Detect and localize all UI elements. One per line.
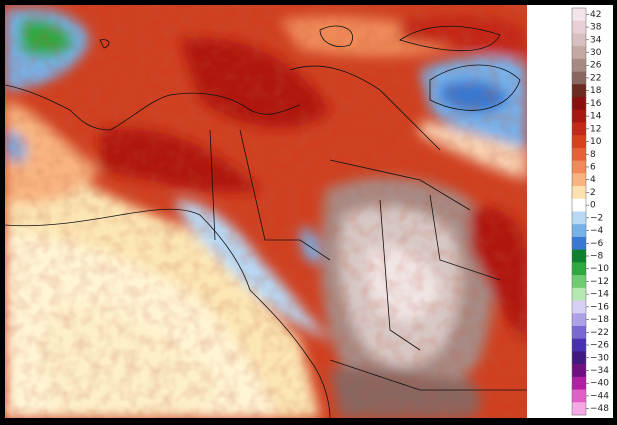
colorbar-label: −40 bbox=[590, 379, 609, 389]
colorbar-label: 38 bbox=[590, 23, 602, 33]
colorbar-swatch bbox=[572, 224, 586, 238]
colorbar-swatch bbox=[572, 8, 586, 22]
colorbar-swatch bbox=[572, 33, 586, 47]
colorbar-swatch bbox=[572, 173, 586, 187]
colorbar-label: −22 bbox=[590, 328, 609, 338]
colorbar-label: 12 bbox=[590, 124, 601, 134]
colorbar-swatch bbox=[572, 20, 586, 34]
colorbar-label: 42 bbox=[590, 10, 601, 20]
colorbar-swatch bbox=[572, 198, 586, 212]
colorbar-label: −34 bbox=[590, 366, 609, 376]
colorbar-label: 0 bbox=[590, 201, 596, 211]
colorbar-label: −8 bbox=[590, 252, 604, 262]
colorbar-swatch bbox=[572, 249, 586, 263]
colorbar-label: −26 bbox=[590, 341, 609, 351]
colorbar-label: −16 bbox=[590, 302, 609, 312]
colorbar-swatch bbox=[572, 364, 586, 378]
colorbar-label: 8 bbox=[590, 150, 596, 160]
colorbar-label: 30 bbox=[590, 48, 602, 58]
colorbar-swatch bbox=[572, 376, 586, 390]
map bbox=[5, 5, 527, 418]
colorbar-label: 6 bbox=[590, 162, 596, 172]
colorbar-swatch bbox=[572, 236, 586, 250]
colorbar-outline bbox=[571, 7, 587, 416]
colorbar-swatch bbox=[572, 262, 586, 276]
colorbar-swatch bbox=[572, 389, 586, 403]
colorbar-label: −14 bbox=[590, 290, 609, 300]
colorbar-swatch bbox=[572, 58, 586, 72]
colorbar-swatch bbox=[572, 300, 586, 314]
colorbar-label: 2 bbox=[590, 188, 596, 198]
colorbar-swatch bbox=[572, 135, 586, 149]
colorbar-swatch bbox=[572, 71, 586, 85]
colorbar-swatch bbox=[572, 46, 586, 60]
colorbar-label: −12 bbox=[590, 277, 609, 287]
colorbar-label: 18 bbox=[590, 86, 602, 96]
colorbar-swatch bbox=[572, 160, 586, 174]
colorbar-swatch bbox=[572, 313, 586, 327]
colorbar-label: 16 bbox=[590, 99, 602, 109]
colorbar-label: −4 bbox=[590, 226, 604, 236]
colorbar-label: −44 bbox=[590, 391, 609, 401]
colorbar-swatch bbox=[572, 186, 586, 200]
colorbar-swatch bbox=[572, 402, 586, 416]
coastlines bbox=[5, 25, 527, 418]
colorbar-swatch bbox=[572, 147, 586, 161]
colorbar-swatch bbox=[572, 122, 586, 136]
legend-panel bbox=[527, 5, 613, 418]
colorbar-swatch bbox=[572, 275, 586, 289]
colorbar-label: 22 bbox=[590, 73, 601, 83]
colorbar-label: −30 bbox=[590, 353, 609, 363]
colorbar-label: −18 bbox=[590, 315, 609, 325]
colorbar-label: 10 bbox=[590, 137, 602, 147]
colorbar-swatch bbox=[572, 109, 586, 123]
colorbar-label: 4 bbox=[590, 175, 596, 185]
colorbar-label: 34 bbox=[590, 35, 602, 45]
colorbar: 423834302622181614121086420−2−4−6−8−10−1… bbox=[571, 7, 609, 416]
colorbar-label: −6 bbox=[590, 239, 604, 249]
colorbar-swatch bbox=[572, 211, 586, 225]
colorbar-swatch bbox=[572, 287, 586, 301]
colorbar-swatch bbox=[572, 325, 586, 339]
colorbar-label: −2 bbox=[590, 213, 603, 223]
colorbar-swatch bbox=[572, 97, 586, 111]
colorbar-swatch bbox=[572, 338, 586, 352]
colorbar-label: 26 bbox=[590, 61, 602, 71]
colorbar-swatch bbox=[572, 351, 586, 365]
colorbar-swatch bbox=[572, 84, 586, 98]
colorbar-label: 14 bbox=[590, 112, 602, 122]
colorbar-label: −48 bbox=[590, 404, 609, 414]
colorbar-label: −10 bbox=[590, 264, 609, 274]
